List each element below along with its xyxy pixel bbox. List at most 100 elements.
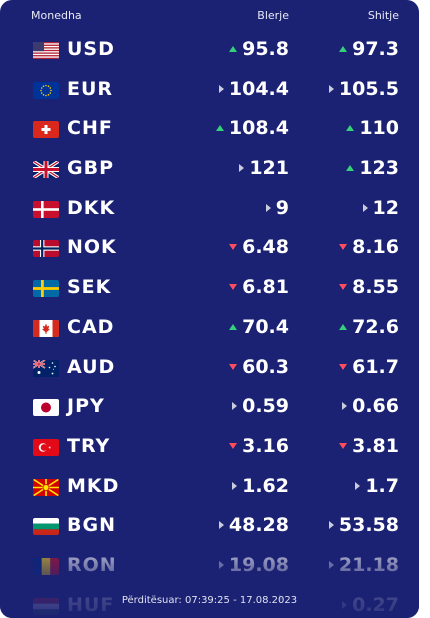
sell-column-header: Shitje: [367, 9, 399, 22]
trend-unchanged-icon: [362, 203, 368, 212]
sell-rate: 8.55: [339, 276, 399, 298]
gb-flag-icon: [33, 161, 59, 179]
ch-flag-icon: [33, 121, 59, 139]
sell-rate-value: 97.3: [352, 38, 399, 60]
buy-rate: 0.59: [232, 395, 289, 417]
rate-row-mkd: MKD 1.62 1.7: [0, 468, 419, 508]
sell-rate: 21.18: [328, 553, 399, 576]
trend-down-icon: [339, 363, 348, 370]
buy-rate: 1.62: [232, 475, 289, 497]
sell-rate: 123: [346, 157, 399, 179]
sell-rate-value: 0.66: [352, 395, 399, 418]
no-flag-icon: [33, 240, 59, 258]
last-updated-text: Përditësuar: 07:39:25 - 17.08.2023: [121, 595, 298, 606]
sell-rate-value: 53.58: [338, 514, 399, 537]
buy-rate: 48.28: [218, 514, 289, 537]
currency-code: DKK: [67, 196, 116, 219]
buy-rate-value: 6.48: [242, 236, 289, 259]
rate-row-cad: CAD 70.4 72.6: [0, 309, 419, 349]
buy-column-header: Blerje: [257, 9, 289, 22]
buy-rate-value: 60.3: [242, 355, 289, 378]
buy-rate-value: 48.28: [228, 514, 289, 537]
rate-row-jpy: JPY 0.59 0.66: [0, 388, 419, 428]
sell-rate: 105.5: [328, 78, 399, 100]
jp-flag-icon: [33, 399, 59, 417]
rate-row-sek: SEK 6.81 8.55: [0, 269, 419, 309]
currency-code: USD: [67, 38, 115, 60]
trend-unchanged-icon: [265, 203, 271, 212]
trend-up-icon: [346, 125, 355, 132]
rate-row-aud: AUD 60.3 61.7: [0, 349, 419, 389]
au-flag-icon: [33, 359, 59, 377]
exchange-rates-card: Monedha Blerje Shitje USD 95.8 97.3 EUR 104.…: [0, 0, 419, 618]
table-header: Monedha Blerje Shitje: [0, 0, 419, 32]
sell-rate-value: 61.7: [352, 355, 399, 378]
buy-rate: 121: [239, 157, 289, 179]
currency-code: AUD: [67, 355, 116, 378]
buy-rate-value: 19.08: [228, 553, 289, 576]
se-flag-icon: [33, 280, 59, 298]
trend-up-icon: [215, 125, 224, 132]
currency-column-header: Monedha: [31, 9, 82, 22]
buy-rate: 19.08: [218, 553, 289, 576]
rate-row-bgn: BGN 48.28 53.58: [0, 507, 419, 547]
buy-rate-value: 108.4: [228, 117, 289, 140]
trend-down-icon: [229, 363, 238, 370]
currency-code: EUR: [67, 77, 114, 100]
trend-unchanged-icon: [328, 560, 334, 569]
buy-rate-value: 70.4: [242, 315, 289, 338]
buy-rate: 70.4: [229, 316, 289, 338]
sell-rate-value: 1.7: [365, 474, 399, 497]
currency-code: TRY: [67, 434, 111, 457]
trend-unchanged-icon: [218, 521, 224, 530]
buy-rate: 95.8: [229, 38, 289, 60]
trend-unchanged-icon: [232, 402, 238, 411]
buy-rate-value: 3.16: [242, 434, 289, 457]
trend-unchanged-icon: [328, 84, 334, 93]
dk-flag-icon: [33, 200, 59, 218]
ro-flag-icon: [33, 557, 59, 575]
trend-unchanged-icon: [355, 481, 361, 490]
currency-code: CHF: [67, 117, 113, 140]
mk-flag-icon: [33, 478, 59, 496]
rate-row-chf: CHF 108.4 110: [0, 110, 419, 150]
buy-rate: 108.4: [215, 117, 289, 140]
ca-flag-icon: [33, 319, 59, 337]
trend-down-icon: [229, 284, 238, 291]
rate-row-dkk: DKK 9 12: [0, 190, 419, 230]
sell-rate-value: 3.81: [352, 434, 399, 457]
trend-unchanged-icon: [218, 84, 224, 93]
buy-rate-value: 1.62: [242, 474, 289, 497]
sell-rate-value: 21.18: [338, 553, 399, 576]
sell-rate: 3.81: [339, 435, 399, 457]
buy-rate: 60.3: [229, 356, 289, 378]
eu-flag-icon: [33, 81, 59, 99]
buy-rate: 3.16: [229, 435, 289, 457]
sell-rate: 97.3: [339, 38, 399, 60]
trend-down-icon: [229, 442, 238, 449]
buy-rate-value: 6.81: [242, 276, 289, 299]
trend-up-icon: [339, 46, 348, 52]
rate-row-ron: RON 19.08 21.18: [0, 547, 419, 587]
trend-unchanged-icon: [218, 560, 224, 569]
tr-flag-icon: [33, 438, 59, 456]
sell-rate: 0.66: [342, 395, 399, 417]
buy-rate: 9: [265, 197, 289, 219]
sell-rate-value: 8.16: [352, 236, 399, 259]
rate-row-try: TRY 3.16 3.81: [0, 428, 419, 468]
sell-rate-value: 12: [372, 196, 399, 219]
currency-code: GBP: [67, 157, 115, 180]
trend-up-icon: [339, 323, 348, 330]
rate-row-usd: USD 95.8 97.3: [0, 31, 419, 71]
sell-rate: 12: [362, 196, 399, 219]
trend-down-icon: [339, 244, 348, 251]
trend-unchanged-icon: [239, 164, 245, 173]
currency-code: JPY: [67, 395, 105, 418]
trend-down-icon: [339, 284, 348, 291]
currency-code: NOK: [67, 236, 117, 259]
sell-rate-value: 110: [359, 117, 399, 140]
buy-rate: 6.48: [229, 236, 289, 258]
currency-code: BGN: [67, 514, 116, 537]
trend-down-icon: [339, 442, 348, 449]
sell-rate-value: 8.55: [352, 276, 399, 299]
